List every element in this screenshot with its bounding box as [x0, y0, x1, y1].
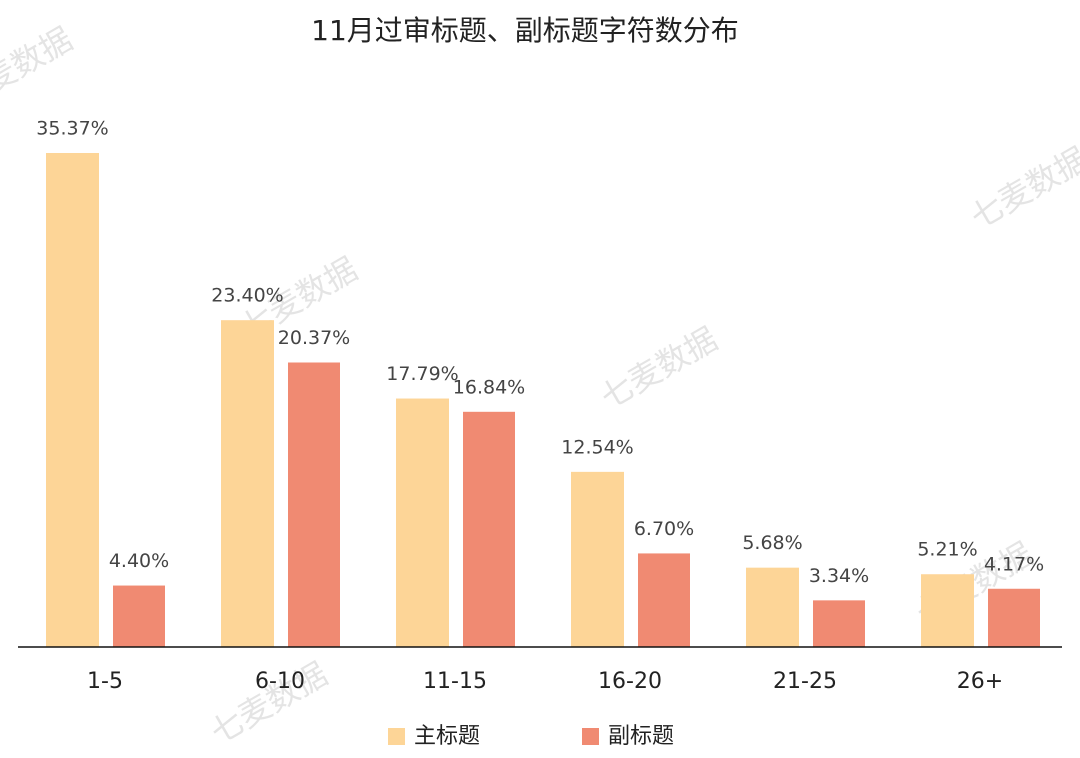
value-label: 3.34% [809, 565, 869, 587]
bar [921, 574, 974, 647]
bar [571, 471, 624, 647]
legend-label: 主标题 [414, 724, 480, 749]
chart-title: 11月过审标题、副标题字符数分布 [311, 14, 739, 47]
x-tick-label: 16-20 [598, 669, 662, 694]
value-label: 35.37% [36, 118, 108, 140]
value-label: 4.40% [109, 550, 169, 572]
legend-swatch [388, 728, 405, 745]
x-tick-label: 1-5 [87, 669, 123, 694]
bar [746, 567, 799, 647]
legend-swatch [582, 728, 599, 745]
bar [288, 362, 340, 647]
value-label: 16.84% [453, 376, 525, 398]
watermark: 七麦数据 [0, 20, 79, 117]
bar [46, 153, 99, 647]
bar [813, 600, 865, 647]
bar [113, 585, 165, 647]
value-label: 23.40% [211, 285, 283, 307]
value-label: 6.70% [634, 518, 694, 540]
watermark: 七麦数据 [964, 140, 1080, 237]
x-tick-label: 11-15 [423, 669, 487, 694]
watermark: 七麦数据 [594, 320, 724, 417]
bar [463, 411, 515, 647]
x-tick-label: 21-25 [773, 669, 837, 694]
value-label: 20.37% [278, 327, 350, 349]
bar [638, 553, 690, 647]
x-tick-label: 26+ [957, 669, 1003, 694]
value-label: 5.21% [917, 539, 977, 561]
value-label: 12.54% [561, 436, 633, 458]
value-label: 5.68% [742, 532, 802, 554]
legend-label: 副标题 [608, 724, 674, 749]
value-label: 4.17% [984, 553, 1044, 575]
bar [988, 588, 1040, 647]
x-tick-label: 6-10 [255, 669, 305, 694]
bar [396, 398, 449, 647]
value-label: 17.79% [386, 363, 458, 385]
bar [221, 320, 274, 647]
